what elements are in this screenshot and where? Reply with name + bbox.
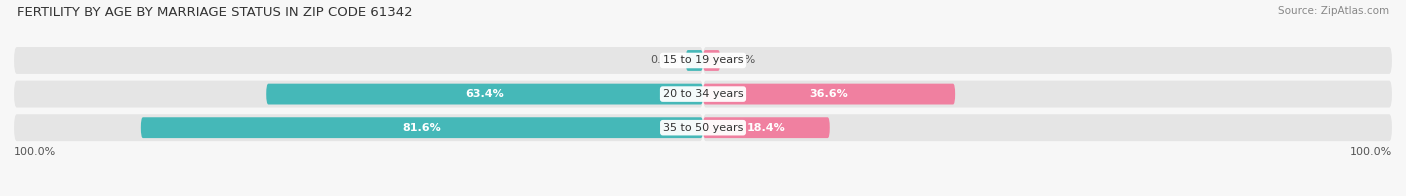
Text: 0.0%: 0.0%	[727, 55, 755, 65]
FancyBboxPatch shape	[703, 114, 1392, 141]
FancyBboxPatch shape	[703, 50, 720, 71]
Text: 63.4%: 63.4%	[465, 89, 503, 99]
Text: 100.0%: 100.0%	[1350, 147, 1392, 157]
Text: 15 to 19 years: 15 to 19 years	[662, 55, 744, 65]
FancyBboxPatch shape	[703, 84, 955, 104]
Text: 20 to 34 years: 20 to 34 years	[662, 89, 744, 99]
Text: FERTILITY BY AGE BY MARRIAGE STATUS IN ZIP CODE 61342: FERTILITY BY AGE BY MARRIAGE STATUS IN Z…	[17, 6, 412, 19]
Text: 81.6%: 81.6%	[402, 123, 441, 133]
Text: 18.4%: 18.4%	[747, 123, 786, 133]
FancyBboxPatch shape	[703, 117, 830, 138]
FancyBboxPatch shape	[14, 81, 703, 108]
FancyBboxPatch shape	[703, 47, 1392, 74]
FancyBboxPatch shape	[14, 47, 703, 74]
Text: 100.0%: 100.0%	[14, 147, 56, 157]
FancyBboxPatch shape	[703, 81, 1392, 108]
FancyBboxPatch shape	[14, 114, 703, 141]
FancyBboxPatch shape	[266, 84, 703, 104]
Text: 35 to 50 years: 35 to 50 years	[662, 123, 744, 133]
FancyBboxPatch shape	[141, 117, 703, 138]
Text: Source: ZipAtlas.com: Source: ZipAtlas.com	[1278, 6, 1389, 16]
Text: 36.6%: 36.6%	[810, 89, 848, 99]
Text: 0.0%: 0.0%	[651, 55, 679, 65]
FancyBboxPatch shape	[686, 50, 703, 71]
